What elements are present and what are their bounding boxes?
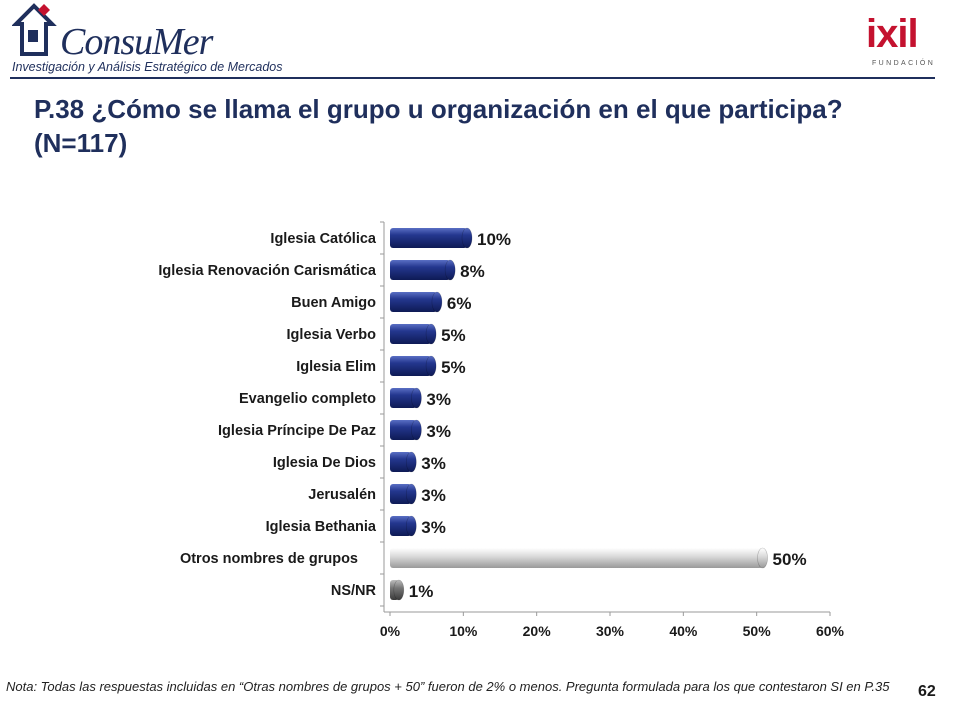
category-label: Iglesia De Dios [273,455,376,471]
category-label: Buen Amigo [291,295,376,311]
category-label: Iglesia Elim [296,359,376,375]
bar [390,324,432,344]
category-label: Iglesia Verbo [287,327,377,343]
bar-cap [393,579,405,601]
bar [390,292,437,312]
page-title: P.38 ¿Cómo se llama el grupo u organizac… [34,94,843,158]
ixil-logo: ixil FUNDACIÓN [866,10,936,74]
bar-cap [405,451,417,473]
category-label: NS/NR [331,583,377,599]
bar-cap [425,355,437,377]
data-label: 3% [421,518,446,537]
category-label: Otros nombres de grupos [180,551,358,567]
x-tick-label: 40% [669,623,698,639]
data-label: 3% [426,422,451,441]
data-label: 8% [460,262,485,281]
bar [390,388,417,408]
bar-cap [444,259,456,281]
category-label: Iglesia Católica [270,231,377,247]
bar [390,420,417,440]
bar-cap [757,547,768,569]
ixil-subtitle: FUNDACIÓN [872,60,936,67]
data-label: 5% [441,358,466,377]
consumer-brand-text: ConsuMer [60,21,213,63]
ixil-brand-text: ixil [866,12,919,56]
x-tick-label: 20% [523,623,552,639]
bar [390,228,467,248]
data-label: 50% [773,550,807,569]
data-label: 3% [421,454,446,473]
bar-cap [411,387,422,409]
x-tick-label: 10% [449,623,478,639]
bar [390,516,412,536]
bar-cap [411,419,422,441]
x-tick-label: 60% [816,623,845,639]
x-tick-label: 30% [596,623,625,639]
bar-cap [405,483,417,505]
bar [390,452,412,472]
data-label: 10% [477,230,511,249]
bar-cap [461,227,473,249]
category-label: Iglesia Renovación Carismática [158,263,377,279]
category-label: Evangelio completo [239,391,376,407]
data-label: 3% [421,486,446,505]
bar [390,548,763,568]
footnote: Nota: Todas las respuestas incluidas en … [6,679,890,694]
x-tick-label: 50% [743,623,772,639]
bar [390,356,432,376]
bar-chart: 0% 10% 20% 30% 40% 50% 60% Iglesia Católica 10% I… [158,221,845,639]
bar-cap [431,291,443,313]
data-label: 3% [426,390,451,409]
bar [390,484,412,504]
x-tick-label: 0% [380,623,401,639]
consumer-logo: ConsuMer Investigación y Análisis Estrat… [8,2,298,78]
data-label: 1% [409,582,434,601]
consumer-tagline: Investigación y Análisis Estratégico de … [12,60,283,74]
category-label: Iglesia Bethania [266,519,377,535]
category-label: Iglesia Príncipe De Paz [218,423,376,439]
house-emblem-icon [12,3,57,56]
bar-cap [405,515,417,537]
category-label: Jerusalén [308,487,376,503]
header-divider [10,77,935,79]
data-label: 6% [447,294,472,313]
bar [390,260,451,280]
bar-cap [425,323,437,345]
data-label: 5% [441,326,466,345]
page-number: 62 [918,683,936,700]
